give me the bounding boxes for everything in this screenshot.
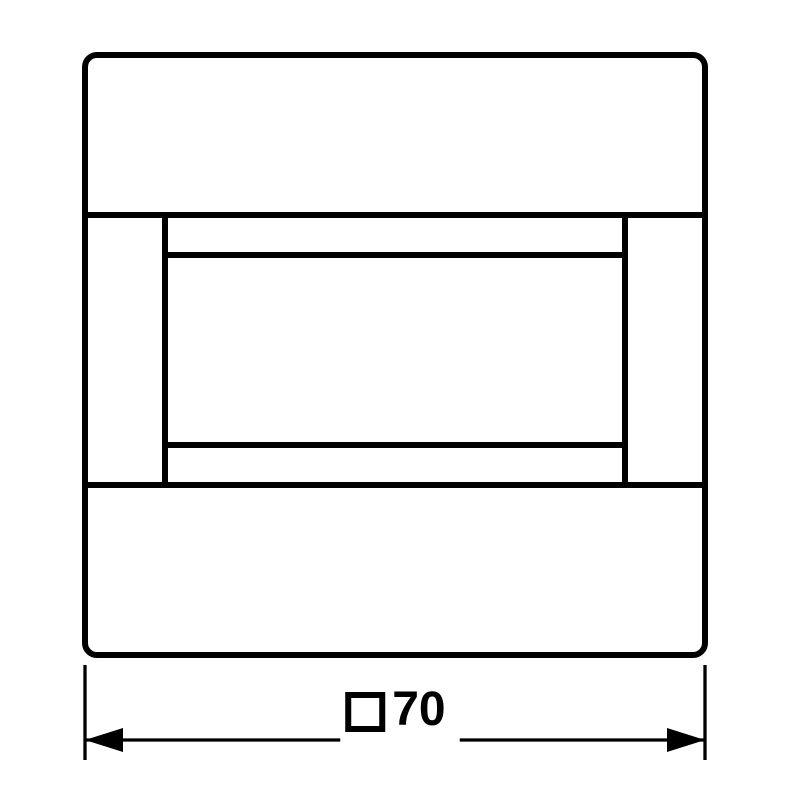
arrowhead-right bbox=[667, 728, 705, 752]
arrowhead-left bbox=[85, 728, 123, 752]
technical-drawing: 70 bbox=[0, 0, 800, 800]
dimension-value: 70 bbox=[392, 683, 445, 736]
outer-frame bbox=[85, 55, 705, 655]
inner-window bbox=[165, 255, 625, 445]
dimension-label: 70 bbox=[340, 683, 460, 766]
